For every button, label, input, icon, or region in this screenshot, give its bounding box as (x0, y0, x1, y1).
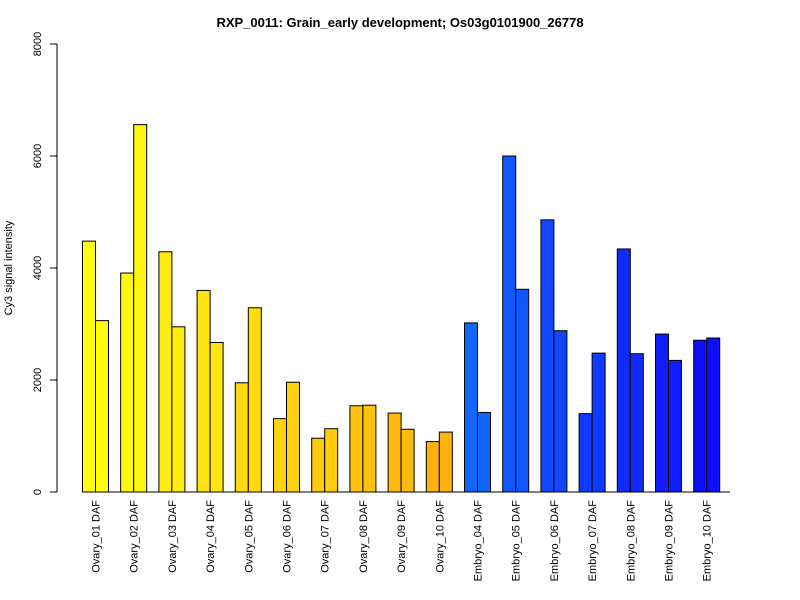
y-tick-label: 6000 (32, 144, 44, 168)
bar (273, 418, 287, 493)
x-tick-label: Ovary_04 DAF (205, 500, 217, 573)
bar (387, 412, 402, 493)
x-tick-label: Ovary_05 DAF (243, 500, 255, 573)
x-tick-label: Embryo_09 DAF (664, 500, 676, 582)
bar (502, 155, 517, 493)
bar (171, 326, 186, 493)
bar (209, 341, 224, 493)
bar (553, 330, 568, 493)
bar (286, 381, 300, 493)
bar (693, 339, 708, 493)
bar (515, 288, 530, 493)
bar (158, 251, 173, 493)
x-tick-label: Ovary_08 DAF (358, 500, 370, 573)
bar (425, 441, 440, 493)
bar (400, 428, 415, 493)
x-tick-label: Ovary_07 DAF (320, 500, 332, 573)
bar (120, 272, 135, 493)
bar (324, 428, 339, 493)
bar (362, 404, 377, 493)
y-tick-label: 2000 (32, 368, 44, 392)
bar (311, 437, 326, 493)
bars-group (82, 124, 721, 493)
x-tick-label: Embryo_08 DAF (625, 500, 637, 582)
y-tick-label: 8000 (32, 32, 44, 56)
x-tick-label: Ovary_06 DAF (282, 500, 294, 573)
bar (349, 405, 364, 493)
bar (668, 359, 682, 493)
x-tick-label: Embryo_07 DAF (587, 500, 599, 582)
bar (655, 333, 669, 493)
bar (133, 124, 148, 493)
y-tick-label: 0 (32, 489, 44, 495)
bar (196, 289, 211, 493)
y-tick-label: 4000 (32, 256, 44, 280)
x-tick-label: Embryo_06 DAF (549, 500, 561, 582)
bar (540, 219, 555, 493)
bar (578, 413, 593, 493)
x-tick-label: Embryo_04 DAF (473, 500, 485, 582)
x-tick-label: Ovary_09 DAF (396, 500, 408, 573)
bar (82, 240, 96, 493)
bar (438, 431, 453, 493)
category-labels: Ovary_01 DAF Ovary_02 DAF Ovary_03 DAF Ovar… (91, 500, 714, 582)
x-tick-label: Ovary_10 DAF (434, 500, 446, 573)
x-tick-label: Ovary_01 DAF (91, 500, 103, 573)
bar (616, 248, 631, 493)
chart-title: RXP_0011: Grain_early development; Os03g… (216, 15, 583, 30)
bar (591, 352, 606, 493)
bar (234, 382, 249, 493)
x-tick-label: Ovary_02 DAF (129, 500, 141, 573)
y-axis: 0 2000 4000 6000 8000 (32, 32, 58, 495)
bar (477, 411, 491, 493)
bar (629, 353, 644, 493)
bar (247, 307, 262, 493)
x-tick-label: Embryo_05 DAF (511, 500, 523, 582)
bar (464, 322, 478, 493)
x-tick-label: Embryo_10 DAF (702, 500, 714, 582)
bar (95, 320, 109, 493)
bar (706, 337, 721, 493)
y-axis-label: Cy3 signal intensity (3, 220, 15, 315)
x-tick-label: Ovary_03 DAF (167, 500, 179, 573)
